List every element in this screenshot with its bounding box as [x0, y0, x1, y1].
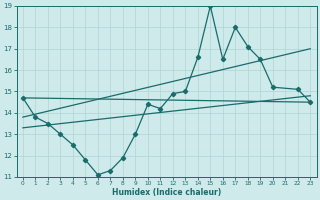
X-axis label: Humidex (Indice chaleur): Humidex (Indice chaleur) — [112, 188, 221, 197]
